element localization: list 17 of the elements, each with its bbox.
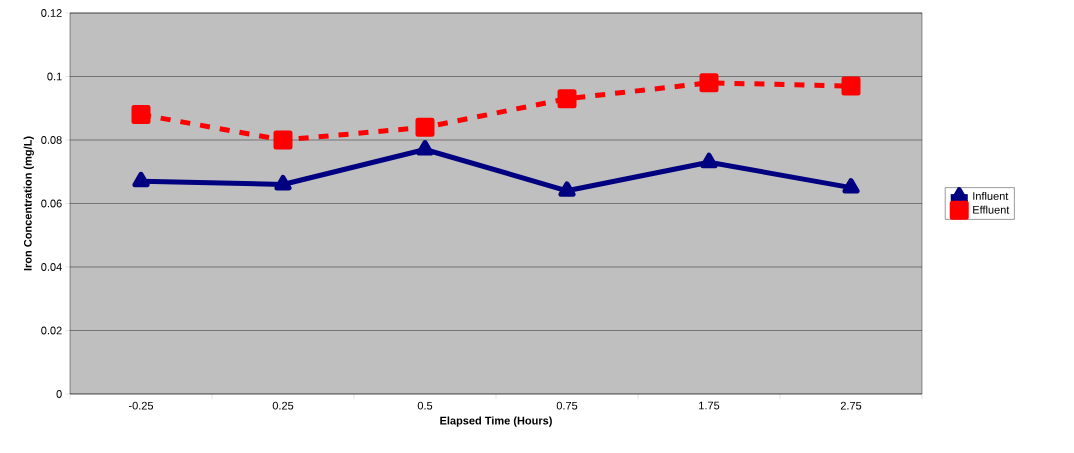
- y-axis-title: Iron Concentration (mg/L): [23, 136, 34, 271]
- y-tick-label: 0.08: [41, 136, 62, 144]
- x-axis-title: Elapsed Time (Hours): [440, 416, 552, 427]
- x-tick-label: 0.25: [272, 401, 294, 410]
- legend-label: Effluent: [973, 205, 1010, 214]
- x-tick-label: 0.75: [556, 401, 578, 410]
- x-tick-label: -0.25: [128, 401, 154, 410]
- legend-label: Influent: [973, 191, 1009, 200]
- y-tick-label: 0.06: [41, 199, 62, 208]
- y-tick-label: 0.02: [41, 326, 62, 335]
- x-tick-label: 2.75: [840, 401, 862, 410]
- y-tick-label: 0.1: [47, 72, 62, 81]
- x-tick-label: 0.5: [417, 401, 433, 410]
- y-tick-label: 0: [56, 390, 62, 398]
- y-tick-label: 0.12: [41, 9, 62, 17]
- x-tick-label: 1.75: [699, 401, 720, 410]
- y-tick-label: 0.04: [41, 263, 62, 271]
